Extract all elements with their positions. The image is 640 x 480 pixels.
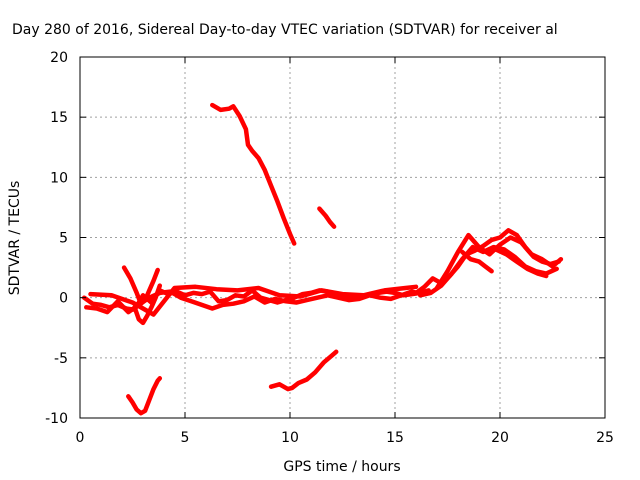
- series-band-main-3: [88, 284, 419, 317]
- y-tick-label: 10: [50, 170, 68, 186]
- series-dip-neg-8: [126, 376, 163, 416]
- series-descend-16-to-5: [210, 102, 297, 246]
- y-tick-label: 5: [59, 231, 68, 247]
- series-layer: [81, 102, 564, 416]
- y-tick-label: 0: [59, 291, 68, 307]
- y-tick-label: -5: [54, 351, 68, 367]
- tick-layer: 0 5 10 15 20 25 -10 -5 0 5 10 15 20: [45, 50, 614, 446]
- chart-title: Day 280 of 2016, Sidereal Day-to-day VTE…: [12, 22, 558, 38]
- series-short-7: [317, 206, 337, 229]
- grid-layer: [80, 57, 605, 418]
- y-axis-label: SDTVAR / TECUs: [7, 181, 23, 296]
- series-branch-late-2: [493, 247, 549, 279]
- series-arc-lower-2to4: [132, 283, 163, 326]
- y-tick-label: 15: [50, 110, 68, 126]
- series-arc-upper-2to4: [121, 265, 160, 306]
- x-axis-label: GPS time / hours: [283, 459, 400, 475]
- x-tick-label: 15: [386, 430, 404, 446]
- x-tick-label: 5: [181, 430, 190, 446]
- x-tick-label: 10: [281, 430, 299, 446]
- series-rise-from-neg7: [268, 349, 339, 392]
- y-tick-label: -10: [45, 411, 68, 427]
- y-tick-label: 20: [50, 50, 68, 66]
- series-rise-late-3: [434, 232, 564, 291]
- series-branch-late: [459, 249, 494, 274]
- x-tick-label: 0: [76, 430, 85, 446]
- x-tick-label: 25: [596, 430, 614, 446]
- x-tick-label: 20: [491, 430, 509, 446]
